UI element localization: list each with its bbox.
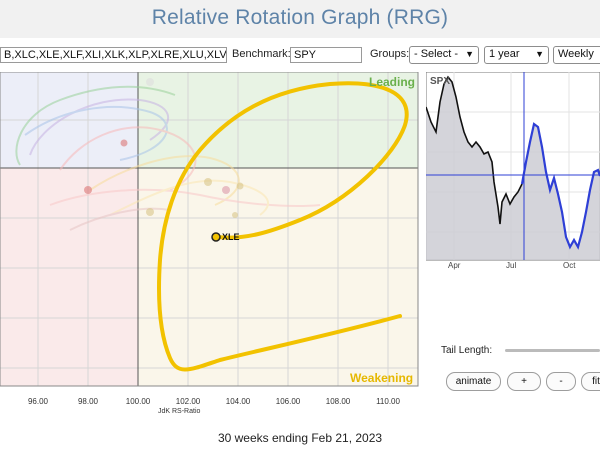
x-tick: 106.00	[275, 397, 301, 406]
x-tick: 96.00	[27, 397, 49, 406]
other-sector-heads	[84, 78, 244, 218]
title-bar	[0, 0, 600, 38]
animate-button[interactable]: animate	[446, 372, 501, 391]
sector-tail	[59, 126, 197, 191]
x-tick: 100.00	[125, 397, 151, 406]
price-line-pre	[425, 75, 523, 225]
sector-tail	[29, 98, 170, 156]
status-footer: 30 weeks ending Feb 21, 2023	[217, 431, 383, 445]
sector-tail	[109, 179, 269, 216]
xle-tail	[157, 81, 409, 372]
benchmark-label: Benchmark:	[232, 48, 291, 60]
xle-label: XLE	[222, 232, 240, 242]
rrg-chart	[0, 72, 419, 387]
month-tick: Oct	[563, 261, 576, 270]
sector-head	[120, 139, 128, 147]
month-tick: Apr	[448, 261, 461, 270]
controls-bar: B,XLC,XLE,XLF,XLI,XLK,XLP,XLRE,XLU,XLV,X…	[0, 45, 600, 67]
groups-select[interactable]: - Select - ▼	[409, 46, 479, 64]
period-select[interactable]: 1 year ▼	[484, 46, 549, 64]
x-tick: 108.00	[325, 397, 351, 406]
chart-border	[0, 72, 419, 387]
sector-tail	[15, 85, 176, 166]
grid-lines	[0, 72, 418, 386]
lagging-quadrant	[0, 168, 138, 386]
x-tick: 104.00	[225, 397, 251, 406]
sector-head	[146, 78, 154, 86]
sector-head	[146, 208, 154, 216]
price-symbol-label: SPX	[430, 76, 451, 87]
month-tick: Jul	[506, 261, 517, 270]
sector-tail	[69, 207, 171, 231]
price-line-post	[520, 122, 600, 250]
sector-head	[232, 212, 238, 218]
benchmark-input[interactable]: SPY	[290, 47, 362, 63]
sector-head	[222, 186, 230, 194]
period-select-value: 1 year	[489, 48, 520, 60]
other-sector-tails	[15, 85, 321, 231]
zoom-in-button[interactable]: +	[507, 372, 541, 391]
zoom-out-button[interactable]: -	[546, 372, 576, 391]
xle-head[interactable]	[211, 232, 221, 242]
price-chart	[425, 71, 600, 261]
x-tick: 110.00	[376, 397, 400, 406]
sector-tail	[89, 155, 240, 206]
sector-head	[84, 186, 92, 194]
groups-label: Groups:	[370, 48, 410, 60]
price-panel	[425, 71, 600, 270]
tail-length-slider[interactable]	[505, 349, 600, 352]
x-tick: 98.00	[77, 397, 99, 406]
sector-head	[204, 178, 212, 186]
tail-length-label: Tail Length:	[441, 345, 493, 356]
sector-tail	[24, 106, 168, 161]
price-area	[426, 77, 600, 260]
weakening-label: Weakening	[350, 371, 414, 385]
page-title: Relative Rotation Graph (RRG)	[151, 6, 449, 29]
frequency-select[interactable]: Weekly	[553, 46, 600, 64]
fit-button[interactable]: fit	[581, 372, 600, 391]
sector-head	[236, 182, 244, 190]
x-axis-title: JdK RS-Ratio	[158, 408, 201, 415]
leading-label: Leading	[369, 75, 416, 89]
sector-tail	[49, 188, 321, 207]
weakening-quadrant	[138, 168, 418, 386]
frequency-select-value: Weekly	[558, 48, 594, 60]
x-tick: 102.00	[175, 397, 201, 406]
chevron-down-icon: ▼	[535, 49, 544, 59]
symbols-input[interactable]: B,XLC,XLE,XLF,XLI,XLK,XLP,XLRE,XLU,XLV,X…	[0, 47, 227, 63]
chevron-down-icon: ▼	[465, 49, 474, 59]
groups-select-value: - Select -	[414, 48, 459, 60]
